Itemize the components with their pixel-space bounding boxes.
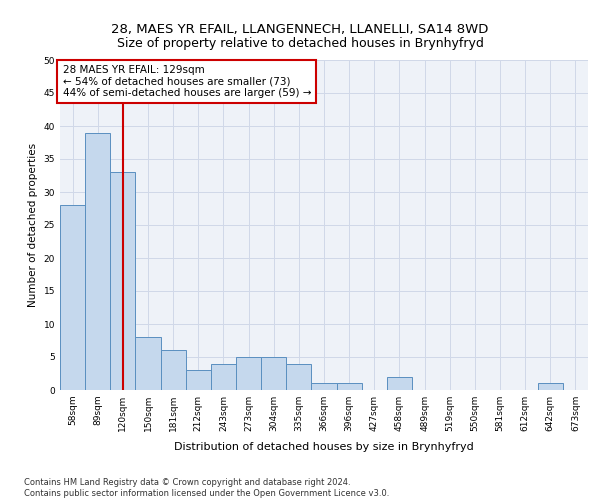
Text: 28, MAES YR EFAIL, LLANGENNECH, LLANELLI, SA14 8WD: 28, MAES YR EFAIL, LLANGENNECH, LLANELLI… [112, 22, 488, 36]
Bar [110, 172, 136, 390]
Bar [85, 132, 110, 390]
Bar [236, 357, 261, 390]
Text: 28 MAES YR EFAIL: 129sqm
← 54% of detached houses are smaller (73)
44% of semi-d: 28 MAES YR EFAIL: 129sqm ← 54% of detach… [62, 65, 311, 98]
Y-axis label: Number of detached properties: Number of detached properties [28, 143, 38, 307]
Bar [311, 384, 337, 390]
Bar [286, 364, 311, 390]
Bar [337, 384, 362, 390]
Bar [538, 384, 563, 390]
Bar [211, 364, 236, 390]
Bar [60, 205, 85, 390]
Bar [387, 377, 412, 390]
Text: Contains HM Land Registry data © Crown copyright and database right 2024.
Contai: Contains HM Land Registry data © Crown c… [24, 478, 389, 498]
Bar [136, 337, 161, 390]
Bar [261, 357, 286, 390]
Text: Size of property relative to detached houses in Brynhyfryd: Size of property relative to detached ho… [116, 38, 484, 51]
Bar [186, 370, 211, 390]
Text: Distribution of detached houses by size in Brynhyfryd: Distribution of detached houses by size … [174, 442, 474, 452]
Bar [161, 350, 186, 390]
